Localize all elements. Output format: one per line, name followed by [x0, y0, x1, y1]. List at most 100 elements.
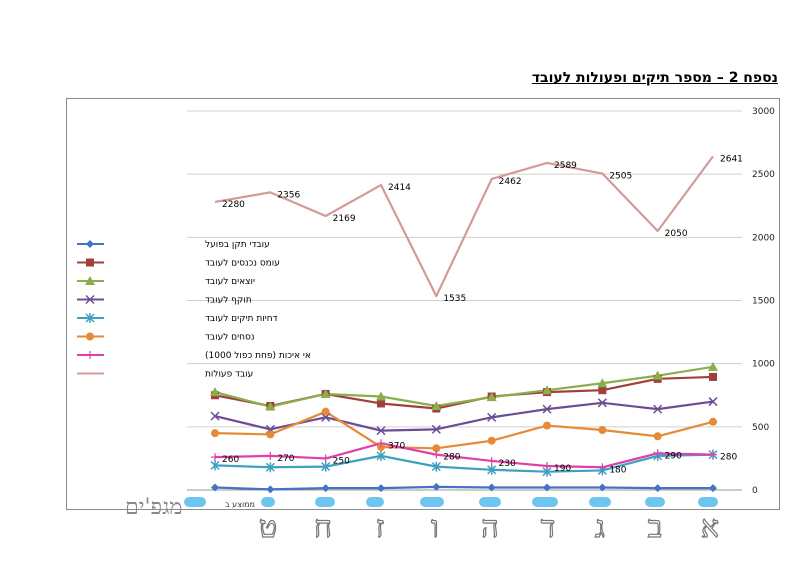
legend-entry: עומס נכנסים לעובד — [77, 258, 280, 269]
legend-label: עובדי תקן בפועל — [205, 240, 270, 250]
point-marker — [708, 361, 718, 371]
data-label: 280 — [443, 453, 460, 463]
y-tick-label: 3000 — [752, 107, 775, 117]
point-marker — [377, 399, 385, 408]
point-marker — [431, 424, 441, 434]
point-marker — [265, 401, 276, 411]
point-marker — [487, 464, 497, 475]
point-marker — [709, 484, 717, 493]
y-tick-label: 2500 — [752, 170, 775, 180]
point-marker — [709, 372, 717, 381]
handwritten-letter: ה — [481, 510, 498, 545]
legend-entry: עובד פעולות — [77, 370, 253, 380]
point-marker — [211, 429, 219, 438]
point-marker — [486, 392, 497, 402]
redaction-mark — [315, 497, 335, 507]
point-marker — [321, 461, 331, 472]
handwritten-letter: ד — [541, 510, 555, 545]
point-marker — [210, 460, 220, 471]
data-labels: 260 270 250 370 280 230 190 180 290 280 2280 2356 21… — [222, 154, 743, 475]
point-marker — [708, 397, 718, 407]
data-label: 2356 — [277, 190, 300, 200]
handwritten-letter: ט — [259, 510, 277, 545]
point-marker — [598, 386, 607, 395]
point-marker — [321, 407, 330, 416]
point-marker — [597, 398, 607, 408]
point-marker — [85, 276, 95, 285]
series-line — [214, 155, 714, 298]
y-tick-label: 2000 — [752, 233, 775, 243]
redaction-mark — [532, 497, 558, 507]
legend-label: דחיות תיקים לעובד — [205, 314, 278, 324]
handwritten-letter: א — [701, 510, 719, 545]
point-marker — [653, 404, 663, 414]
data-label: 230 — [499, 459, 516, 469]
data-label: 370 — [388, 441, 405, 451]
point-marker — [431, 400, 442, 410]
point-marker — [487, 483, 496, 492]
point-marker — [266, 430, 275, 439]
point-marker — [377, 484, 385, 493]
data-label: 2505 — [609, 172, 632, 182]
point-marker — [377, 439, 385, 448]
data-label: 280 — [720, 453, 737, 463]
point-marker — [487, 436, 496, 445]
point-marker — [376, 391, 386, 401]
redaction-mark — [261, 497, 275, 507]
legend-label: עומס נכנסים לעובד — [205, 259, 280, 269]
page-title: נספח 2 – מספר תיקים ופעולות לעובד — [531, 70, 778, 86]
point-marker — [653, 449, 662, 458]
point-marker — [86, 351, 94, 359]
point-marker — [709, 417, 717, 426]
point-marker — [597, 378, 608, 388]
handwritten-letter: ו — [431, 510, 439, 545]
handwritten-letter: ח — [314, 510, 332, 545]
legend-label: תוקף לעובד — [205, 296, 252, 306]
data-label: 2169 — [333, 214, 356, 224]
point-marker — [266, 451, 275, 460]
series-line — [214, 442, 714, 469]
point-marker — [211, 483, 219, 492]
data-label: 270 — [277, 454, 294, 464]
data-label: 290 — [665, 451, 682, 461]
series-line — [214, 410, 714, 450]
point-marker — [265, 462, 275, 473]
point-marker — [543, 483, 551, 492]
legend-entry: דחיות תיקים לעובד — [77, 313, 278, 324]
point-marker — [432, 450, 441, 459]
point-marker — [432, 444, 441, 453]
legend: עובדי תקן בפועל עומס נכנסים לעובד יוצאים ל… — [77, 240, 311, 380]
series-lines — [214, 155, 714, 491]
point-marker — [211, 453, 219, 462]
data-label: 2414 — [388, 183, 411, 193]
series-line — [214, 365, 714, 408]
legend-entry: אי איכות (פחת כפול 1000) — [77, 351, 311, 361]
point-marker — [376, 450, 386, 461]
data-label: 2589 — [554, 161, 577, 171]
redaction-mark — [184, 497, 206, 507]
data-label: 2280 — [222, 200, 245, 210]
y-tick-label: 0 — [752, 486, 758, 496]
legend-entry: נסחים לעובד — [77, 332, 255, 343]
data-label: 260 — [222, 455, 239, 465]
point-marker — [86, 332, 94, 341]
point-marker — [266, 485, 275, 494]
series-line — [214, 453, 714, 473]
handwritten-word: מגפ'ים — [125, 495, 182, 520]
point-marker — [86, 240, 94, 248]
legend-label: עובד פעולות — [205, 370, 253, 380]
point-marker — [376, 426, 386, 436]
x-category-label: ממוצע ב — [225, 500, 255, 509]
redaction-mark — [589, 497, 611, 507]
point-marker — [653, 432, 662, 441]
point-marker — [321, 484, 330, 493]
y-tick-label: 1500 — [752, 297, 775, 307]
point-marker — [652, 370, 663, 380]
point-marker — [320, 388, 331, 398]
handwritten-letter: ז — [376, 510, 384, 545]
chart-frame — [66, 98, 780, 510]
y-axis-ticks: 0 500 1000 1500 2000 2500 3000 — [752, 107, 775, 496]
y-tick-label: 1000 — [752, 360, 775, 370]
redaction-mark — [479, 497, 501, 507]
